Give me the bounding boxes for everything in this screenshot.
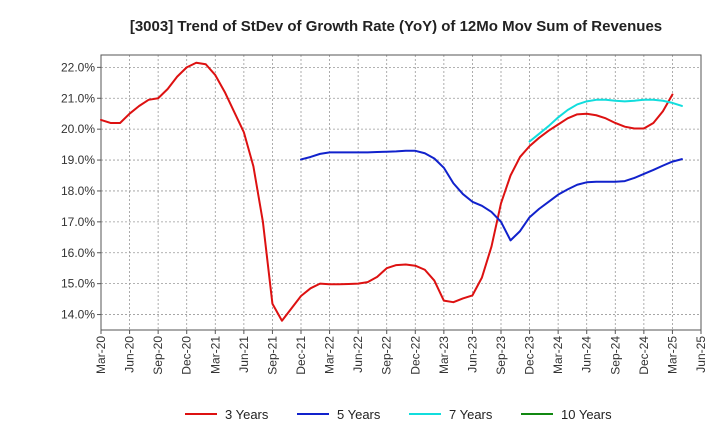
x-tick-label: Sep-24 [608,336,622,375]
x-tick-label: Dec-21 [294,336,308,375]
legend-label: 7 Years [449,407,493,422]
x-tick-label: Mar-24 [551,336,565,374]
legend-label: 5 Years [337,407,381,422]
x-tick-label: Mar-21 [208,336,222,374]
x-tick-label: Sep-22 [380,336,394,375]
x-tick-label: Dec-24 [637,336,651,375]
x-tick-label: Dec-22 [408,336,422,375]
x-tick-label: Jun-22 [351,336,365,373]
y-tick-label: 17.0% [61,215,95,229]
x-tick-label: Jun-24 [580,336,594,373]
x-tick-label: Jun-23 [465,336,479,373]
x-axis: Mar-20 Jun-20 Sep-20 Dec-20 Mar-21 Jun-21 Sep-… [94,330,708,375]
x-tick-label: Sep-21 [265,336,279,375]
legend: 3 Years 5 Years 7 Years 10 Years [185,407,612,422]
x-tick-label: Dec-23 [523,336,537,375]
legend-label: 3 Years [225,407,269,422]
y-tick-label: 14.0% [61,308,95,322]
chart-title: [3003] Trend of StDev of Growth Rate (Yo… [130,18,662,35]
plot-frame [100,54,702,331]
x-tick-label: Sep-20 [151,336,165,375]
y-tick-label: 15.0% [61,277,95,291]
x-tick-label: Mar-23 [437,336,451,374]
x-tick-label: Mar-25 [665,336,679,374]
y-tick-label: 19.0% [61,153,95,167]
x-tick-label: Jun-25 [694,336,708,373]
x-tick-label: Sep-23 [494,336,508,375]
series-line-7-years [528,98,683,143]
y-tick-label: 20.0% [61,122,95,136]
series-line-3-years [100,61,674,322]
legend-label: 10 Years [561,407,612,422]
series-lines [100,61,683,322]
series-line-5-years [300,149,683,242]
y-axis: 14.0% 15.0% 16.0% 17.0% 18.0% 19.0% 20.0% 21.0%… [61,60,101,322]
x-tick-label: Mar-20 [94,336,108,374]
y-tick-label: 18.0% [61,184,95,198]
x-tick-label: Dec-20 [180,336,194,375]
y-tick-label: 16.0% [61,246,95,260]
plot-area [101,55,701,330]
x-tick-label: Mar-22 [323,336,337,374]
grid-lines [101,55,701,330]
x-tick-label: Jun-20 [123,336,137,373]
y-tick-label: 21.0% [61,91,95,105]
y-tick-label: 22.0% [61,60,95,74]
x-tick-label: Jun-21 [237,336,251,373]
